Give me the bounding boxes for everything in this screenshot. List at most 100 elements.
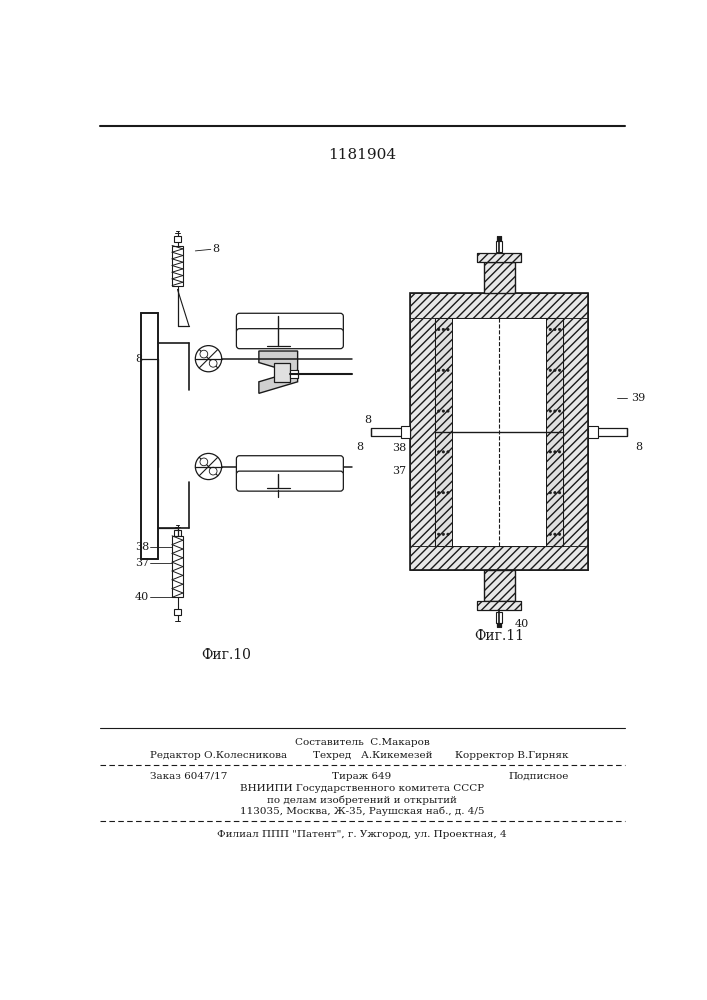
Bar xyxy=(410,293,588,570)
Text: 8: 8 xyxy=(135,354,142,364)
Bar xyxy=(401,426,410,438)
Bar xyxy=(410,318,435,546)
FancyBboxPatch shape xyxy=(236,456,344,476)
Text: 8: 8 xyxy=(356,442,363,452)
Text: 1181904: 1181904 xyxy=(328,148,396,162)
Circle shape xyxy=(447,369,449,371)
Circle shape xyxy=(549,410,551,412)
Text: 37: 37 xyxy=(392,466,406,476)
Text: 113035, Москва, Ж-35, Раушская наб., д. 4/5: 113035, Москва, Ж-35, Раушская наб., д. … xyxy=(240,807,484,816)
Circle shape xyxy=(549,533,551,535)
Bar xyxy=(484,262,515,293)
Bar xyxy=(588,428,627,436)
Text: 38: 38 xyxy=(392,443,406,453)
Circle shape xyxy=(438,369,440,371)
Text: Тираж 649: Тираж 649 xyxy=(332,772,392,781)
Bar xyxy=(371,428,410,436)
Circle shape xyxy=(554,328,556,331)
Text: Подписное: Подписное xyxy=(508,772,569,781)
Bar xyxy=(563,318,588,546)
Bar xyxy=(452,318,547,546)
Circle shape xyxy=(559,533,561,535)
Text: 37: 37 xyxy=(135,558,149,568)
Circle shape xyxy=(438,492,440,494)
Circle shape xyxy=(559,410,561,412)
Circle shape xyxy=(549,369,551,371)
Circle shape xyxy=(554,492,556,494)
Circle shape xyxy=(438,410,440,412)
Bar xyxy=(496,241,502,252)
Bar xyxy=(547,318,563,546)
Circle shape xyxy=(554,410,556,412)
Circle shape xyxy=(209,359,217,367)
Bar xyxy=(172,536,183,597)
Bar xyxy=(175,530,180,536)
Circle shape xyxy=(200,458,208,466)
Bar xyxy=(484,262,515,293)
Circle shape xyxy=(447,328,449,331)
Text: ВНИИПИ Государственного комитета СССР: ВНИИПИ Государственного комитета СССР xyxy=(240,784,484,793)
Text: Заказ 6047/17: Заказ 6047/17 xyxy=(151,772,228,781)
Circle shape xyxy=(209,467,217,475)
Text: Филиал ППП "Патент", г. Ужгород, ул. Проектная, 4: Филиал ППП "Патент", г. Ужгород, ул. Про… xyxy=(217,830,507,839)
Bar xyxy=(274,363,290,382)
Polygon shape xyxy=(259,351,298,374)
Text: 40: 40 xyxy=(515,619,529,629)
Circle shape xyxy=(559,369,561,371)
Circle shape xyxy=(447,451,449,453)
Text: 40: 40 xyxy=(135,592,149,602)
Text: Составитель  С.Макаров: Составитель С.Макаров xyxy=(295,738,429,747)
Circle shape xyxy=(554,451,556,453)
Text: Корректор В.Гирняк: Корректор В.Гирняк xyxy=(455,751,569,760)
Text: Техред   А.Кикемезей: Техред А.Кикемезей xyxy=(313,751,433,760)
Circle shape xyxy=(442,410,445,412)
Circle shape xyxy=(438,533,440,535)
Bar xyxy=(547,318,563,546)
Bar xyxy=(175,609,180,615)
Circle shape xyxy=(442,328,445,331)
Circle shape xyxy=(447,533,449,535)
Circle shape xyxy=(438,328,440,331)
Text: 38: 38 xyxy=(135,542,149,552)
Bar xyxy=(435,318,452,546)
Circle shape xyxy=(195,453,222,480)
Bar xyxy=(410,546,588,570)
Circle shape xyxy=(554,369,556,371)
Bar xyxy=(496,612,502,623)
Circle shape xyxy=(442,451,445,453)
Polygon shape xyxy=(259,370,298,393)
Text: 8: 8 xyxy=(364,415,371,425)
Bar xyxy=(435,318,563,546)
Bar xyxy=(477,601,521,610)
Text: Фиг.10: Фиг.10 xyxy=(201,648,251,662)
Bar xyxy=(290,370,298,378)
Bar xyxy=(477,601,521,610)
Circle shape xyxy=(442,533,445,535)
Text: Редактор О.Колесникова: Редактор О.Колесникова xyxy=(151,751,288,760)
Circle shape xyxy=(442,369,445,371)
Bar xyxy=(477,253,521,262)
Circle shape xyxy=(438,451,440,453)
Circle shape xyxy=(447,410,449,412)
Circle shape xyxy=(200,350,208,358)
FancyBboxPatch shape xyxy=(236,313,344,333)
Bar xyxy=(477,253,521,262)
Bar xyxy=(175,235,180,242)
Bar xyxy=(410,293,588,318)
Bar xyxy=(172,246,183,286)
Text: 8: 8 xyxy=(635,442,642,452)
Circle shape xyxy=(442,492,445,494)
Bar xyxy=(484,570,515,601)
Text: 8: 8 xyxy=(212,244,219,254)
Circle shape xyxy=(559,451,561,453)
Bar xyxy=(484,570,515,601)
FancyBboxPatch shape xyxy=(236,329,344,349)
Text: Фиг.11: Фиг.11 xyxy=(474,629,524,643)
Circle shape xyxy=(554,533,556,535)
Bar xyxy=(435,318,452,546)
Text: по делам изобретений и открытий: по делам изобретений и открытий xyxy=(267,795,457,805)
Text: 39: 39 xyxy=(631,393,645,403)
Circle shape xyxy=(549,328,551,331)
Bar xyxy=(588,426,597,438)
Circle shape xyxy=(559,492,561,494)
